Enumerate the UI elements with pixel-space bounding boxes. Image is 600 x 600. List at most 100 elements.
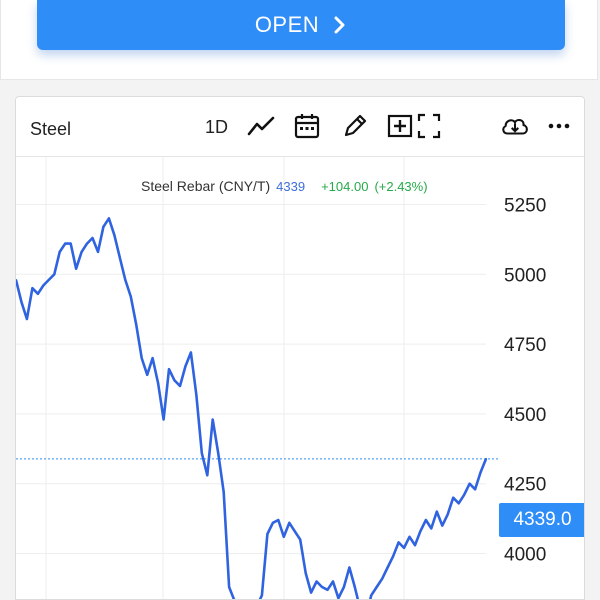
price-point: [304, 572, 307, 575]
price-point: [118, 256, 121, 259]
price-point: [315, 580, 318, 583]
plot-area[interactable]: 4000 4250 4500 4750 5000 5250 Steel Rebar (CN…: [16, 157, 584, 599]
open-button-label: OPEN: [254, 12, 320, 37]
legend-last-value: 4339: [276, 179, 306, 194]
price-point: [468, 482, 471, 485]
legend-change-percent: (+2.43%): [374, 179, 428, 194]
price-point: [173, 379, 176, 382]
price-point: [299, 538, 302, 541]
price-point: [80, 250, 83, 253]
price-point: [211, 418, 214, 421]
price-point: [463, 493, 466, 496]
price-point: [189, 351, 192, 354]
chart-toolbar: Steel 1D: [16, 97, 584, 157]
price-point: [20, 301, 23, 304]
price-point: [435, 510, 438, 513]
price-point: [124, 278, 127, 281]
more-icon[interactable]: [544, 111, 574, 141]
price-point: [424, 519, 427, 521]
price-point: [222, 491, 225, 494]
price-point: [228, 586, 231, 588]
price-point: [91, 237, 94, 239]
price-point: [375, 586, 378, 588]
price-point: [69, 242, 72, 245]
price-point: [146, 373, 149, 376]
price-point: [260, 594, 263, 597]
price-point: [31, 287, 34, 290]
price-point: [408, 535, 411, 538]
price-point: [414, 544, 416, 547]
chart-panel: Steel 1D: [15, 96, 585, 600]
price-chart: 4000 4250 4500 4750 5000 5250: [16, 157, 546, 599]
price-point: [479, 471, 482, 474]
price-point: [53, 273, 56, 276]
price-point: [485, 457, 487, 460]
price-point: [403, 546, 405, 549]
price-point: [277, 519, 280, 521]
price-point: [168, 368, 170, 371]
fullscreen-icon[interactable]: [414, 111, 444, 141]
price-point: [206, 474, 209, 477]
price-point: [16, 278, 17, 281]
legend-change: +104.00: [321, 179, 369, 194]
line-chart-icon[interactable]: [246, 111, 276, 141]
pencil-icon[interactable]: [340, 111, 370, 141]
price-point: [195, 393, 198, 396]
price-point: [337, 597, 340, 599]
price-point: [102, 225, 105, 228]
price-point: [200, 452, 203, 454]
price-point: [282, 535, 285, 538]
price-point: [107, 217, 110, 220]
y-tick-label: 4500: [504, 405, 546, 426]
last-price-tag: 4339.0: [499, 503, 584, 537]
price-point: [75, 267, 78, 270]
price-point: [157, 382, 160, 385]
price-point: [288, 521, 291, 524]
price-point: [397, 541, 400, 544]
price-point: [47, 278, 50, 281]
price-point: [266, 533, 269, 535]
price-point: [97, 250, 99, 253]
price-point: [310, 591, 313, 594]
top-card: OPEN: [0, 0, 598, 80]
price-point: [64, 242, 67, 245]
price-point: [370, 594, 373, 597]
add-compare-icon[interactable]: [386, 111, 416, 141]
price-point: [271, 521, 274, 524]
price-point: [430, 527, 433, 530]
price-point: [474, 488, 477, 491]
interval-selector[interactable]: 1D: [205, 117, 229, 137]
price-point: [348, 566, 351, 569]
legend-symbol: Steel Rebar (CNY/T): [141, 178, 271, 194]
y-tick-label: 5000: [504, 265, 546, 286]
calendar-icon[interactable]: [292, 111, 322, 141]
price-point: [293, 530, 296, 533]
y-tick-label: 4250: [504, 475, 546, 496]
price-point: [135, 323, 138, 326]
price-point: [457, 502, 460, 505]
download-cloud-icon[interactable]: [500, 111, 530, 141]
price-point: [86, 242, 88, 245]
price-point: [326, 588, 329, 591]
price-point: [353, 586, 356, 588]
y-tick-label: 5250: [504, 195, 546, 216]
price-point: [129, 295, 132, 298]
y-tick-label: 4000: [504, 545, 546, 566]
price-point: [392, 555, 395, 558]
price-point: [419, 530, 422, 533]
open-button[interactable]: OPEN: [37, 0, 565, 50]
symbol-name[interactable]: Steel: [30, 119, 72, 139]
price-point: [342, 586, 345, 588]
price-point: [36, 292, 39, 295]
price-point: [217, 452, 220, 454]
chevron-right-icon: [333, 16, 347, 34]
price-point: [381, 577, 384, 580]
price-series-line: [16, 217, 488, 599]
price-point: [151, 357, 154, 360]
price-point: [332, 580, 334, 583]
price-point: [446, 513, 449, 516]
price-point: [113, 234, 116, 237]
chart-legend: Steel Rebar (CNY/T) 4339 +104.00 (+2.43%): [141, 178, 428, 194]
price-point: [58, 250, 61, 253]
price-point: [321, 586, 323, 588]
